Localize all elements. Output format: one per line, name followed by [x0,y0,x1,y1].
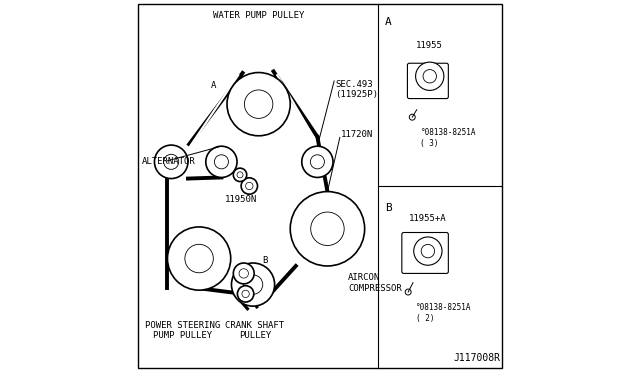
Text: 11955: 11955 [416,41,443,50]
Text: 11950N: 11950N [225,195,257,203]
Text: J117008R: J117008R [453,353,500,363]
Circle shape [168,227,231,290]
Circle shape [423,70,436,83]
Circle shape [185,244,213,273]
Circle shape [415,62,444,90]
Text: 11955+A: 11955+A [409,214,447,223]
Text: °08138-8251A
( 2): °08138-8251A ( 2) [416,303,472,323]
Circle shape [234,168,246,182]
Text: °08138-8251A
( 3): °08138-8251A ( 3) [420,128,476,148]
Circle shape [310,155,324,169]
Circle shape [237,286,254,302]
Text: AIRCON
COMPRESSOR: AIRCON COMPRESSOR [348,273,402,293]
FancyBboxPatch shape [402,232,449,273]
Circle shape [405,289,411,295]
Text: B: B [262,256,268,265]
Circle shape [290,192,365,266]
Circle shape [413,237,442,265]
Circle shape [243,275,263,294]
Circle shape [246,182,253,190]
Text: WATER PUMP PULLEY: WATER PUMP PULLEY [213,11,304,20]
Circle shape [410,114,415,120]
Text: POWER STEERING
PUMP PULLEY: POWER STEERING PUMP PULLEY [145,321,220,340]
Circle shape [214,155,228,169]
FancyBboxPatch shape [408,63,449,99]
Circle shape [241,178,257,194]
Circle shape [302,146,333,177]
Circle shape [206,146,237,177]
Circle shape [164,154,179,169]
Circle shape [421,244,435,258]
Circle shape [227,73,291,136]
Text: CRANK SHAFT
PULLEY: CRANK SHAFT PULLEY [225,321,284,340]
Text: 11720N: 11720N [340,130,372,139]
Text: ALTERNATOR: ALTERNATOR [141,157,195,166]
Circle shape [239,269,248,278]
Circle shape [242,290,250,298]
Text: A: A [385,17,392,27]
Text: SEC.493
(11925P): SEC.493 (11925P) [335,80,378,99]
Circle shape [232,263,275,306]
Circle shape [310,212,344,246]
Text: A: A [211,81,217,90]
Circle shape [244,90,273,118]
Circle shape [234,263,254,284]
Circle shape [154,145,188,179]
Text: B: B [385,203,392,213]
Circle shape [237,172,243,178]
